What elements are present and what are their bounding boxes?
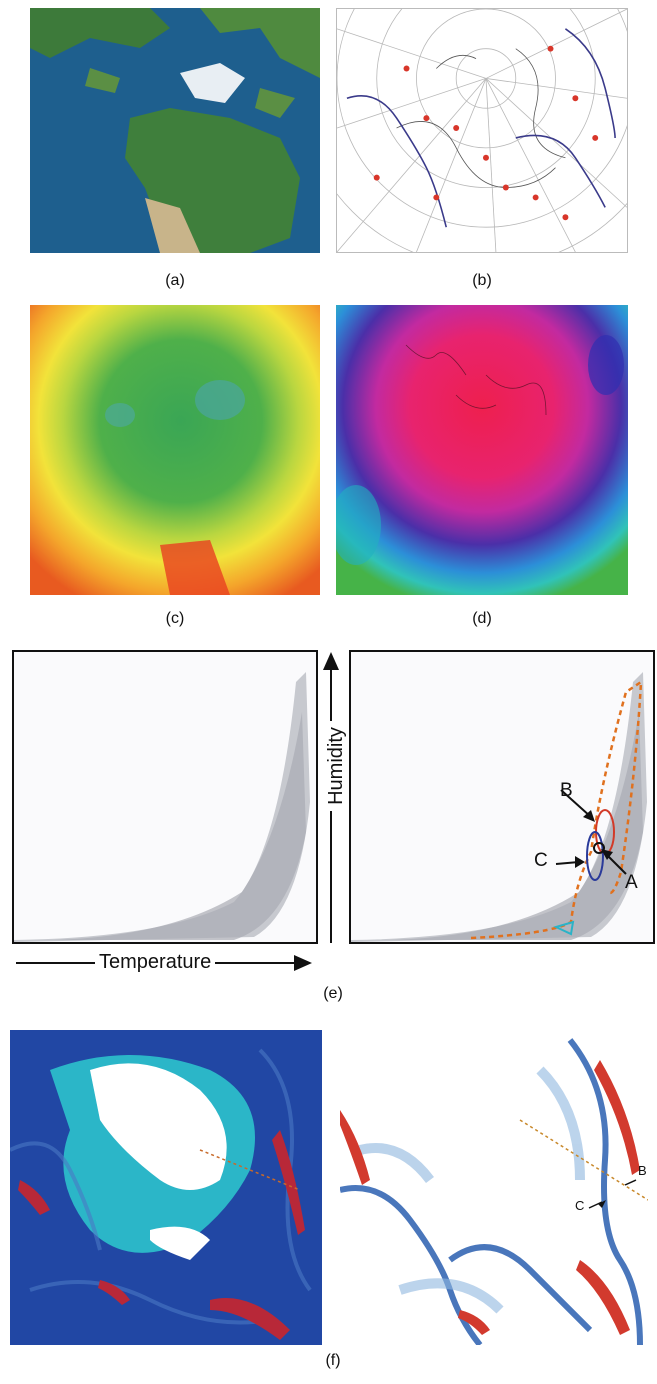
- temperature-map-panel: [30, 305, 320, 595]
- scatter-plot-right: [349, 650, 655, 944]
- flow-field-left: [10, 1030, 322, 1345]
- marker-b-label: B: [560, 780, 573, 801]
- marker-a-circle: [593, 842, 605, 854]
- flow-field-right: [340, 1030, 648, 1345]
- scatter-plot-left: [12, 650, 318, 944]
- caption-f: (f): [325, 1352, 341, 1369]
- satellite-map-image: [30, 8, 320, 253]
- marker-c-label: C: [534, 850, 548, 871]
- satellite-map-panel: [30, 8, 320, 253]
- humidity-map-image: [336, 305, 628, 595]
- temperature-axis-label: Temperature: [95, 950, 216, 974]
- caption-c: (c): [165, 610, 185, 627]
- marker-f-c-label: C: [575, 1198, 585, 1213]
- weather-front-map-image: [337, 9, 627, 252]
- temperature-map-image: [30, 305, 320, 595]
- flow-field-right-image: [340, 1030, 648, 1345]
- caption-a: (a): [165, 272, 185, 289]
- caption-d: (d): [472, 610, 492, 627]
- marker-f-b-label: B: [638, 1163, 647, 1178]
- caption-e: (e): [323, 985, 343, 1002]
- scatter-density-left: [14, 672, 310, 942]
- humidity-map-panel: [336, 305, 628, 595]
- caption-b: (b): [472, 272, 492, 289]
- flow-field-left-image: [10, 1030, 322, 1345]
- scatter-density-right: [351, 672, 647, 942]
- marker-a-label: A: [625, 872, 638, 893]
- weather-front-map-panel: [336, 8, 628, 253]
- selection-outline-orange: [470, 679, 643, 940]
- ellipse-c: [586, 831, 604, 881]
- humidity-axis-label: Humidity: [324, 721, 348, 811]
